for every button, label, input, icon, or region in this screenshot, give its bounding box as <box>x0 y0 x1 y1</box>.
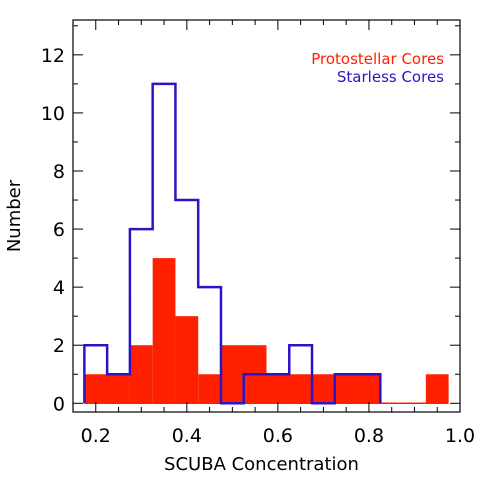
plot-frame <box>72 19 461 413</box>
legend-protostellar-cores: Protostellar Cores <box>311 50 444 68</box>
axes <box>72 19 461 413</box>
y-tick-label: 10 <box>41 103 65 125</box>
legend-starless-cores: Starless Cores <box>337 68 444 86</box>
protostellar-bars <box>84 258 449 405</box>
x-tick-label: 0.6 <box>263 425 293 447</box>
y-tick-label: 2 <box>53 335 65 357</box>
protostellar-bar-4 <box>198 374 221 404</box>
x-tick-label: 0.8 <box>354 425 384 447</box>
protostellar-bar-3 <box>175 316 199 404</box>
x-tick-label: 1.0 <box>445 425 475 447</box>
x-tick-label: 0.4 <box>172 425 202 447</box>
y-tick-label: 12 <box>41 45 65 67</box>
tick-labels: 0.2 0.4 0.6 0.8 1.0 0 2 4 6 8 10 12 <box>41 45 475 447</box>
protostellar-bar-0 <box>84 374 130 404</box>
protostellar-bar-7 <box>425 374 449 404</box>
protostellar-bar-2 <box>152 258 176 404</box>
y-tick-label: 0 <box>53 393 65 415</box>
x-axis-label: SCUBA Concentration <box>164 454 359 475</box>
starless-step-line <box>83 82 382 405</box>
y-tick-label: 6 <box>53 219 65 241</box>
y-tick-label: 8 <box>53 161 65 183</box>
x-tick-label: 0.2 <box>81 425 111 447</box>
y-axis-label: Number <box>4 179 25 252</box>
y-tick-label: 4 <box>53 277 65 299</box>
protostellar-bar-6 <box>266 374 381 404</box>
starless-step-series <box>83 82 382 405</box>
protostellar-bar-1 <box>129 345 153 404</box>
